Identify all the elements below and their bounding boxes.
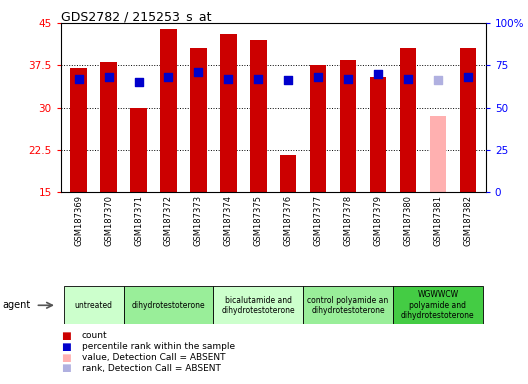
Text: untreated: untreated bbox=[74, 301, 112, 310]
Bar bbox=[370, 76, 386, 192]
Bar bbox=[190, 48, 206, 192]
Text: percentile rank within the sample: percentile rank within the sample bbox=[82, 342, 235, 351]
Text: value, Detection Call = ABSENT: value, Detection Call = ABSENT bbox=[82, 353, 225, 362]
Text: ■: ■ bbox=[61, 353, 70, 362]
Bar bbox=[430, 116, 446, 192]
Bar bbox=[213, 286, 303, 324]
Text: bicalutamide and
dihydrotestoterone: bicalutamide and dihydrotestoterone bbox=[221, 296, 295, 315]
Bar bbox=[340, 60, 356, 192]
Text: control polyamide an
dihydrotestoterone: control polyamide an dihydrotestoterone bbox=[307, 296, 389, 315]
Point bbox=[314, 74, 323, 80]
Text: agent: agent bbox=[3, 300, 31, 310]
Bar bbox=[280, 156, 296, 192]
Bar bbox=[124, 286, 213, 324]
Point bbox=[74, 76, 83, 82]
Text: ■: ■ bbox=[61, 363, 70, 373]
Text: count: count bbox=[82, 331, 108, 341]
Point bbox=[464, 74, 472, 80]
Bar bbox=[303, 286, 393, 324]
Point bbox=[134, 79, 143, 85]
Point bbox=[194, 69, 203, 75]
Text: ■: ■ bbox=[61, 342, 70, 352]
Bar bbox=[160, 29, 177, 192]
Bar bbox=[400, 48, 416, 192]
Text: WGWWCW
polyamide and
dihydrotestoterone: WGWWCW polyamide and dihydrotestoterone bbox=[401, 290, 475, 320]
Text: GDS2782 / 215253_s_at: GDS2782 / 215253_s_at bbox=[61, 10, 211, 23]
Point bbox=[404, 76, 412, 82]
Point bbox=[433, 78, 442, 84]
Point bbox=[344, 76, 352, 82]
Point bbox=[284, 78, 293, 84]
Bar bbox=[220, 34, 237, 192]
Bar bbox=[130, 108, 147, 192]
Point bbox=[374, 71, 382, 77]
Bar bbox=[100, 63, 117, 192]
Bar bbox=[310, 65, 326, 192]
Text: dihydrotestoterone: dihydrotestoterone bbox=[131, 301, 205, 310]
Bar bbox=[459, 48, 476, 192]
Text: rank, Detection Call = ABSENT: rank, Detection Call = ABSENT bbox=[82, 364, 221, 373]
Bar bbox=[70, 68, 87, 192]
Point bbox=[254, 76, 262, 82]
Point bbox=[164, 74, 173, 80]
Text: ■: ■ bbox=[61, 331, 70, 341]
Point bbox=[224, 76, 232, 82]
Point bbox=[105, 74, 113, 80]
Bar bbox=[64, 286, 124, 324]
Bar bbox=[250, 40, 267, 192]
Bar bbox=[393, 286, 483, 324]
